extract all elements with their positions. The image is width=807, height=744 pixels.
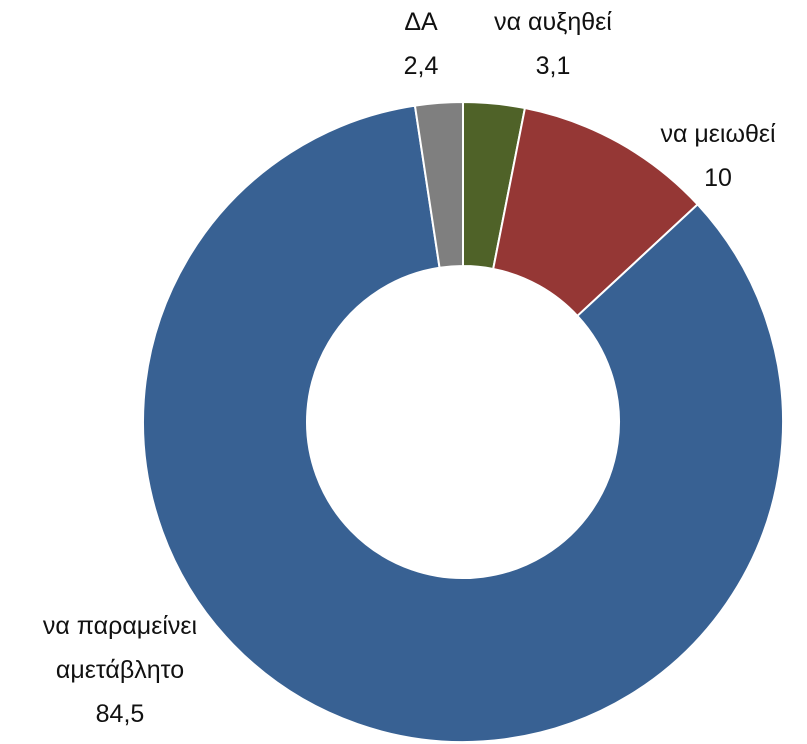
value-label: 84,5 — [95, 700, 145, 728]
slice-label: να παραμείνει αμετάβλητο 84,5 — [0, 604, 240, 736]
slice-label: να αυξηθεί 3,1 — [443, 0, 663, 88]
donut-slice — [142, 104, 784, 743]
slice-label: ΔΑ 2,4 — [381, 0, 461, 88]
slice-label: να μειωθεί 10 — [618, 112, 807, 200]
value-label: 3,1 — [535, 52, 571, 80]
category-label: να αυξηθεί — [494, 8, 612, 36]
category-label: να μειωθεί — [660, 120, 776, 148]
value-label: 10 — [704, 164, 732, 192]
value-label: 2,4 — [403, 52, 439, 80]
category-label: ΔΑ — [404, 8, 438, 36]
category-label: να παραμείνει αμετάβλητο — [42, 612, 198, 684]
donut-slice — [413, 100, 464, 269]
